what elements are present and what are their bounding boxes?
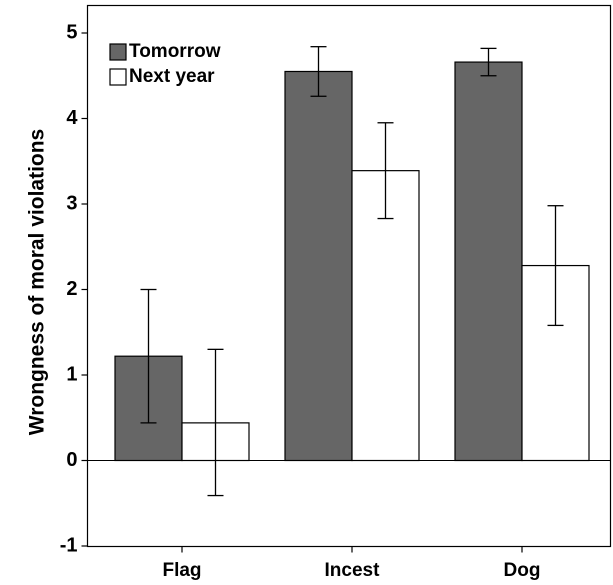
- y-axis: -1 0 1 2 3 4 5: [60, 21, 88, 556]
- legend-label: Tomorrow: [129, 41, 221, 62]
- y-tick-label: 4: [66, 107, 78, 129]
- legend-item-next-year: Next year: [109, 66, 215, 87]
- x-tick-label-flag: Flag: [162, 560, 201, 581]
- error-bars-layer: [140, 46, 564, 497]
- y-tick-label: 3: [66, 192, 77, 214]
- bars-layer: [114, 61, 590, 462]
- x-tick-label-incest: Incest: [325, 560, 381, 581]
- y-axis-label: Wrongness of moral violations: [26, 129, 49, 436]
- y-tick-label: 1: [66, 363, 77, 385]
- y-tick-label: -1: [60, 534, 78, 556]
- error-bar-tomorrow-incest: [310, 46, 327, 97]
- error-bar-tomorrow-flag: [140, 288, 157, 424]
- plot-frame: [86, 4, 612, 548]
- legend-label: Next year: [129, 66, 215, 87]
- y-tick-label: 5: [66, 21, 77, 43]
- bar-tomorrow-dog: [454, 61, 523, 462]
- y-tick-label: 2: [66, 278, 77, 300]
- legend-item-tomorrow: Tomorrow: [109, 41, 221, 62]
- x-tick-label-dog: Dog: [504, 560, 541, 581]
- legend: Tomorrow Next year: [109, 41, 221, 87]
- error-bar-next-year-incest: [377, 122, 394, 220]
- y-tick-label: 0: [66, 449, 77, 471]
- error-bar-tomorrow-dog: [480, 47, 497, 77]
- error-bar-next-year-dog: [547, 205, 564, 327]
- error-bar-next-year-flag: [207, 348, 224, 497]
- legend-swatch: [109, 43, 127, 61]
- bar-tomorrow-incest: [284, 70, 353, 462]
- x-axis: Flag Incest Dog: [162, 546, 541, 581]
- legend-swatch: [109, 68, 127, 86]
